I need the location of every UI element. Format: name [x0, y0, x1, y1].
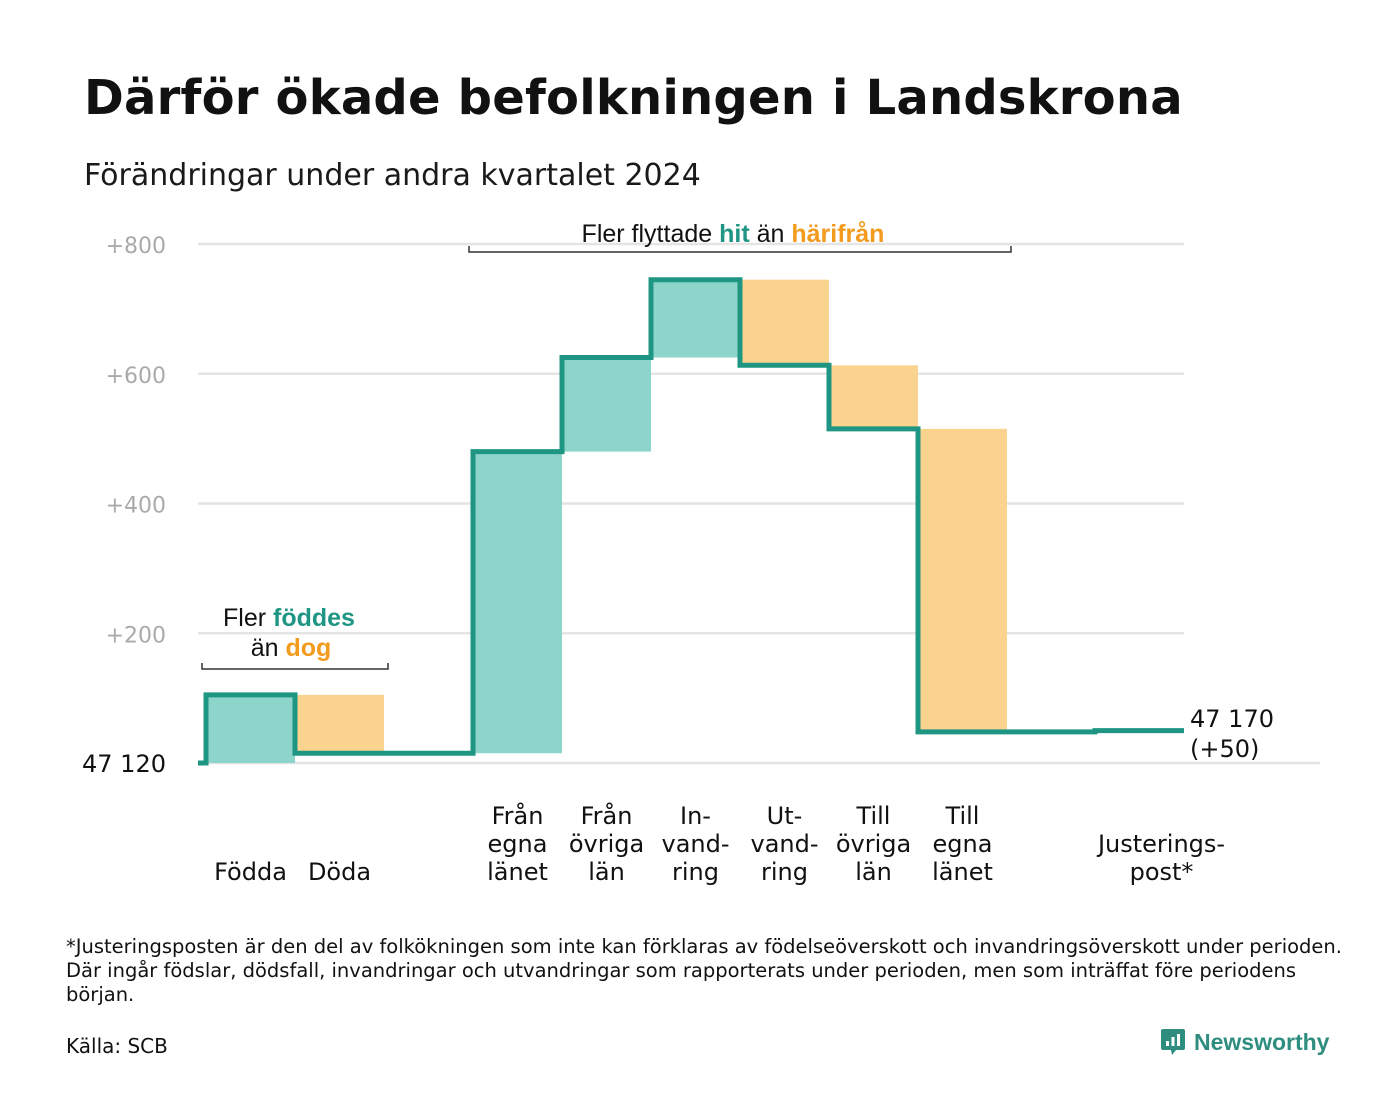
chart-title: Därför ökade befolkningen i Landskrona: [84, 70, 1183, 126]
cumulative-step-line: [198, 277, 1184, 766]
x-axis-label: vand-: [661, 830, 729, 858]
chart-subtitle: Förändringar under andra kvartalet 2024: [84, 158, 701, 193]
x-axis-label: länet: [932, 858, 993, 886]
waterfall-bar: [206, 694, 295, 763]
migration-annotation: Fler flyttade hit än härifrån: [582, 220, 885, 248]
x-axis-label: Till: [856, 802, 891, 830]
y-tick-label: +400: [106, 494, 166, 519]
source-note: Källa: SCB: [66, 1034, 168, 1058]
waterfall-bar: [562, 357, 651, 452]
births-bracket: [201, 663, 389, 670]
waterfall-bar: [918, 428, 1007, 732]
x-axis-label: ring: [672, 858, 719, 886]
y-tick-label: +600: [106, 364, 166, 389]
end-change-label: (+50): [1190, 735, 1259, 763]
x-axis-label: Justerings-: [1096, 830, 1225, 858]
x-axis-label: övriga: [569, 830, 644, 858]
x-axis-label: Till: [945, 802, 980, 830]
x-axis-label: post*: [1130, 858, 1194, 886]
x-axis-label: egna: [488, 830, 548, 858]
footnote: *Justeringsposten är den del av folkökni…: [66, 935, 1342, 1006]
end-value-label: 47 170: [1190, 705, 1274, 733]
x-axis-label: Från: [492, 801, 544, 830]
y-tick-label: +800: [106, 234, 166, 259]
waterfall-bar: [829, 365, 918, 429]
newsworthy-logo-icon: [1161, 1029, 1185, 1055]
waterfall-bar: [651, 279, 740, 358]
x-axis-label: Ut-: [767, 802, 803, 830]
x-axis-label: länet: [487, 858, 548, 886]
brand-logo: Newsworthy: [1160, 1027, 1329, 1057]
x-axis-label: län: [855, 858, 892, 886]
start-value-label: 47 120: [82, 750, 166, 778]
x-axis-label: Döda: [308, 858, 371, 886]
x-axis-label: egna: [933, 830, 993, 858]
births-annotation-line2: än dog: [251, 634, 332, 662]
y-tick-label: +200: [106, 623, 166, 648]
x-axis-label: ring: [761, 858, 808, 886]
x-axis-label: Födda: [214, 858, 287, 886]
x-axis-label: Från: [581, 801, 633, 830]
x-axis-label: övriga: [836, 830, 911, 858]
waterfall-bar: [295, 694, 384, 754]
x-axis-label: vand-: [750, 830, 818, 858]
x-axis-label: län: [588, 858, 625, 886]
waterfall-bar: [473, 451, 562, 754]
x-axis-label: In-: [680, 802, 711, 830]
births-annotation-line1: Fler föddes: [223, 604, 355, 632]
brand-name: Newsworthy: [1194, 1028, 1330, 1055]
waterfall-bar: [740, 279, 829, 366]
migration-bracket: [468, 246, 1012, 253]
